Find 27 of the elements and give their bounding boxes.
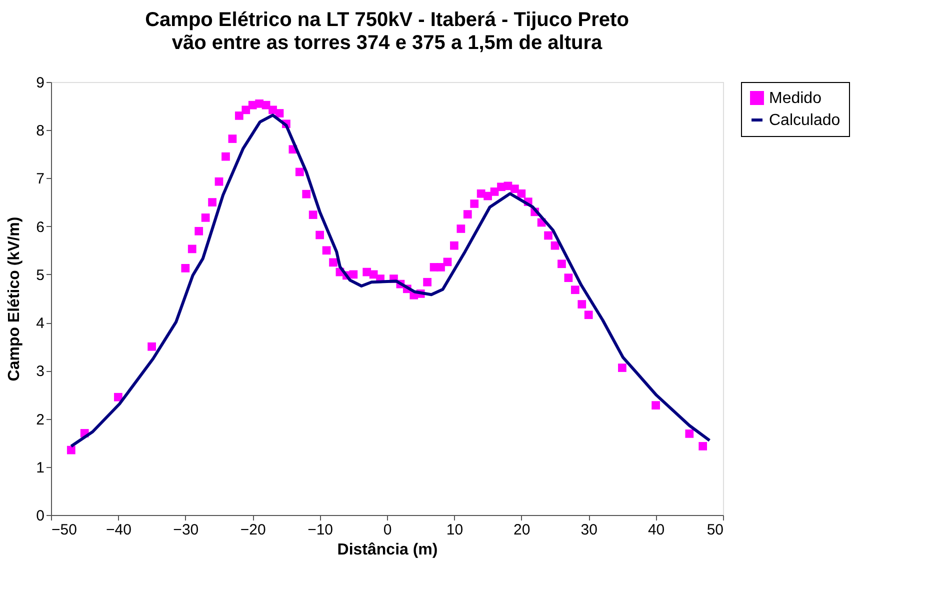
x-tick-label: −10 — [308, 522, 334, 538]
y-tick-label: 0 — [36, 508, 44, 524]
x-tick-label: 50 — [706, 522, 724, 538]
x-axis-title: Distância (m) — [337, 542, 438, 558]
chart-subtitle: vão entre as torres 374 e 375 a 1,5m de altura — [172, 32, 603, 54]
chart-title: Campo Elétrico na LT 750kV - Itaberá - Tijuco Preto — [145, 9, 629, 31]
y-tick-label: 7 — [36, 170, 44, 188]
y-tick-label: 6 — [36, 218, 44, 236]
y-tick-label: 3 — [36, 363, 44, 380]
y-axis-title: Campo Elético (kV/m) — [6, 216, 24, 382]
x-tick-label: −30 — [173, 522, 199, 538]
x-tick-label: 20 — [514, 522, 530, 538]
y-tick-label: 9 — [36, 74, 44, 92]
x-tick-label: 30 — [580, 522, 598, 538]
x-tick-label: −40 — [106, 522, 132, 538]
legend-label: Medido — [769, 90, 822, 107]
x-tick-label: 40 — [648, 522, 665, 538]
x-tick-label: −50 — [52, 522, 77, 538]
y-tick-label: 8 — [36, 122, 44, 140]
y-tick-label: 5 — [36, 266, 44, 284]
x-tick-label: 10 — [446, 522, 464, 538]
y-tick-label: 2 — [36, 411, 44, 428]
x-tick-label: −20 — [240, 522, 266, 538]
y-tick-label: 1 — [36, 459, 44, 476]
legend-label: Calculado — [769, 112, 840, 129]
y-tick-label: 4 — [36, 315, 44, 332]
x-tick-label: 0 — [383, 522, 392, 538]
